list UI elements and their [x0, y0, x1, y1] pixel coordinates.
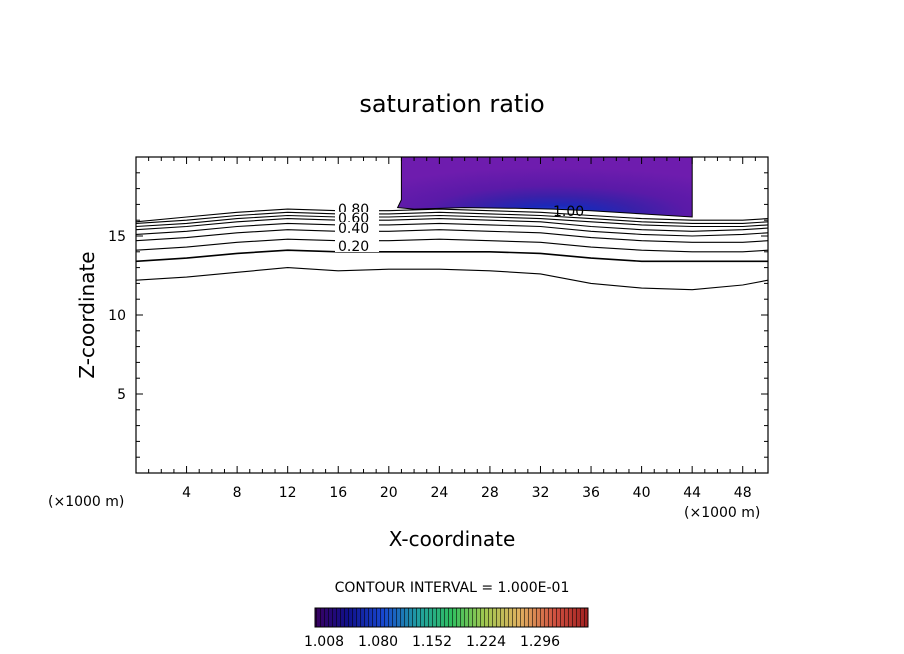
contour-line-05: [136, 222, 768, 237]
x-tick-label: 44: [683, 485, 701, 501]
colorbar-labels: 1.008 1.080 1.152 1.224 1.296: [304, 634, 560, 650]
y-tick-label: 15: [108, 229, 126, 245]
contour-line-09: [136, 208, 768, 223]
colorbar: [314, 607, 589, 628]
colorbar-tick-label: 1.224: [466, 634, 506, 650]
x-unit-label-right: (×1000 m): [684, 505, 760, 521]
x-tick-labels: 4 8 12 16 20 24 28 32 36 40 44 48: [182, 485, 752, 501]
colorbar-tick-label: 1.296: [520, 634, 560, 650]
contour-labels: 0.80 0.60 0.40 0.20 1.00: [335, 202, 584, 255]
x-tick-label: 20: [380, 485, 398, 501]
y-tick-label: 5: [117, 387, 126, 403]
x-axis-label: X-coordinate: [389, 527, 516, 551]
x-tick-label: 48: [734, 485, 752, 501]
contour-line-03: [136, 238, 768, 253]
chart-title: saturation ratio: [359, 90, 544, 118]
x-tick-label: 8: [233, 485, 242, 501]
y-tick-labels: 5 10 15: [108, 229, 126, 403]
contour-label-100: 1.00: [553, 204, 584, 220]
contour-label-020: 0.20: [338, 239, 369, 255]
contour-line-02: [136, 249, 768, 263]
contour-interval-label: CONTOUR INTERVAL = 1.000E-01: [335, 580, 570, 596]
x-tick-label: 12: [279, 485, 297, 501]
contour-line-06: [136, 218, 768, 232]
colorbar-tick-label: 1.008: [304, 634, 344, 650]
y-axis-label: Z-coordinate: [75, 251, 99, 378]
contour-line-04: [136, 229, 768, 243]
colorbar-tick-label: 1.152: [412, 634, 452, 650]
contour-line-08: [136, 211, 768, 224]
x-tick-label: 32: [532, 485, 550, 501]
contour-label-040: 0.40: [338, 221, 369, 237]
axis-ticks: [136, 157, 768, 473]
x-tick-label: 36: [582, 485, 600, 501]
contour-lines: [136, 208, 768, 291]
plot-area: [136, 157, 768, 291]
colorbar-frame: [314, 607, 589, 628]
x-tick-label: 28: [481, 485, 499, 501]
x-tick-label: 40: [633, 485, 651, 501]
x-tick-label: 24: [430, 485, 448, 501]
colorbar-stripes: [315, 608, 588, 627]
contour-line-07: [136, 214, 768, 228]
x-tick-label: 16: [329, 485, 347, 501]
contour-line-01: [136, 267, 768, 291]
supersaturated-region: [396, 157, 693, 218]
y-tick-label: 10: [108, 308, 126, 324]
colorbar-tick-label: 1.080: [358, 634, 398, 650]
x-unit-label-left: (×1000 m): [48, 494, 124, 510]
x-tick-label: 4: [182, 485, 191, 501]
